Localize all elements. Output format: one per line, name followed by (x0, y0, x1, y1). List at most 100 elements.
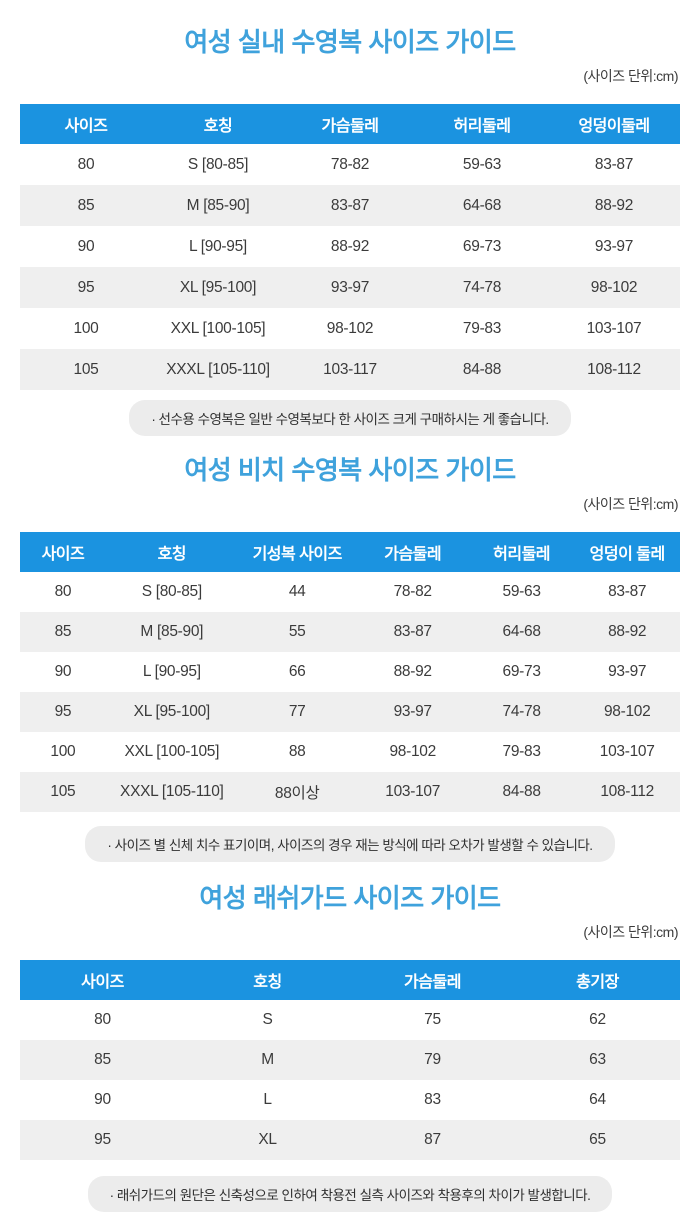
header-cell: 허리둘레 (493, 546, 551, 563)
header-cell: 사이즈 (64, 118, 108, 135)
table-cell: S [80-85] (187, 155, 249, 173)
header-cell: 허리둘레 (453, 118, 511, 135)
table-cell: 79 (424, 1051, 441, 1068)
header-cell: 엉덩이 둘레 (589, 546, 666, 563)
table-cell: 66 (288, 663, 306, 680)
header-cell: 호칭 (157, 546, 187, 563)
header-cell: 가슴둘레 (384, 546, 442, 563)
size-unit-label: (사이즈 단위:cm) (583, 68, 678, 84)
note-pill: · 래쉬가드의 원단은 신축성으로 인하여 착용전 실측 사이즈와 착용후의 차… (87, 1176, 613, 1212)
table-row: 90 L [90-95] 88-92 69-73 93-97 (20, 226, 680, 267)
table-cell: 59-63 (462, 155, 502, 173)
table-cell: 90 (77, 237, 95, 255)
table-cell: 88-92 (608, 623, 647, 640)
note-pill: · 선수용 수영복은 일반 수영복보다 한 사이즈 크게 구매하시는 게 좋습니… (129, 400, 571, 436)
header-cell: 기성복 사이즈 (252, 546, 343, 563)
table-cell: 98-102 (326, 319, 374, 337)
table-cell: 63 (589, 1051, 606, 1068)
table-cell: 64-68 (462, 196, 502, 214)
table-cell: 79-83 (502, 743, 541, 760)
table-cell: 103-107 (385, 783, 441, 800)
table-cell: 108-112 (587, 360, 641, 378)
table-cell: 88-92 (594, 196, 634, 214)
table-cell: 83-87 (393, 623, 432, 640)
table-row: 95 XL [95-100] 93-97 74-78 98-102 (20, 267, 680, 308)
section-beach-swimsuit: 여성 비치 수영복 사이즈 가이드 (사이즈 단위:cm) 사이즈 호칭 기성복 사… (0, 454, 700, 862)
table-cell: 90 (94, 1091, 111, 1108)
table-cell: 83-87 (330, 196, 370, 214)
table-row: 80 S [80-85] 44 78-82 59-63 83-87 (20, 572, 680, 612)
table-cell: 85 (77, 196, 95, 214)
table-cell: 95 (77, 278, 95, 296)
table-cell: 98-102 (590, 278, 638, 296)
table-cell: 84-88 (462, 360, 502, 378)
table-header-row: 사이즈 호칭 기성복 사이즈 가슴둘레 허리둘레 엉덩이 둘레 (20, 532, 680, 572)
table-cell: 44 (288, 583, 306, 600)
header-cell: 가슴둘레 (404, 974, 461, 991)
table-cell: 75 (424, 1011, 441, 1028)
table-cell: 64-68 (502, 623, 541, 640)
table-cell: 74-78 (502, 703, 541, 720)
table-cell: XXXL [105-110] (166, 360, 270, 378)
size-unit-label: (사이즈 단위:cm) (583, 496, 678, 512)
table-cell: M [85-90] (140, 623, 204, 640)
table-cell: 103-107 (586, 319, 642, 337)
table-cell: 59-63 (502, 583, 541, 600)
table-header-row: 사이즈 호칭 가슴둘레 허리둘레 엉덩이둘레 (20, 104, 680, 144)
header-cell: 사이즈 (81, 974, 124, 991)
section-rashguard: 여성 래쉬가드 사이즈 가이드 (사이즈 단위:cm) 사이즈 호칭 가슴둘레 총기장… (0, 882, 700, 1212)
table-cell: 77 (288, 703, 306, 720)
section-title: 여성 실내 수영복 사이즈 가이드 (184, 27, 516, 57)
table-cell: 80 (77, 155, 95, 173)
note-row: · 래쉬가드의 원단은 신축성으로 인하여 착용전 실측 사이즈와 착용후의 차… (0, 1176, 700, 1212)
table-cell: XL [95-100] (133, 703, 211, 720)
table-cell: 93-97 (594, 237, 634, 255)
table-cell: 69-73 (462, 237, 502, 255)
table-cell: 62 (589, 1011, 606, 1028)
indoor-swimsuit-size-table: 사이즈 호칭 가슴둘레 허리둘레 엉덩이둘레 80 S [80-85] 78-82 59-63 8… (20, 104, 680, 390)
table-cell: 69-73 (502, 663, 541, 680)
table-cell: M (261, 1051, 274, 1068)
section-title: 여성 비치 수영복 사이즈 가이드 (184, 455, 516, 485)
table-cell: 88-92 (330, 237, 370, 255)
table-cell: XXL [100-105] (170, 319, 266, 337)
table-row: 85 M [85-90] 83-87 64-68 88-92 (20, 185, 680, 226)
table-cell: 78-82 (330, 155, 370, 173)
rashguard-size-table: 사이즈 호칭 가슴둘레 총기장 80 S 75 62 85 M 79 63 90 L 83 64 95 XL 87 6… (20, 960, 680, 1160)
table-cell: XXL [100-105] (124, 743, 220, 760)
table-cell: 100 (50, 743, 76, 760)
header-cell: 가슴둘레 (321, 118, 379, 135)
table-cell: L (263, 1091, 272, 1108)
table-cell: 108-112 (600, 783, 654, 800)
table-cell: 83-87 (594, 155, 634, 173)
table-cell: 93-97 (393, 703, 432, 720)
header-cell: 총기장 (576, 974, 619, 991)
table-cell: 95 (54, 703, 72, 720)
header-cell: 호칭 (253, 974, 282, 991)
table-row: 105 XXXL [105-110] 88이상 103-107 84-88 108-112 (20, 772, 680, 812)
table-row: 100 XXL [100-105] 98-102 79-83 103-107 (20, 308, 680, 349)
table-row: 95 XL 87 65 (20, 1120, 680, 1160)
table-cell: 105 (73, 360, 99, 378)
table-cell: 74-78 (462, 278, 502, 296)
table-cell: 90 (54, 663, 72, 680)
section-title: 여성 래쉬가드 사이즈 가이드 (199, 883, 501, 913)
table-cell: S [80-85] (141, 583, 203, 600)
table-cell: 78-82 (393, 583, 432, 600)
table-cell: 88이상 (274, 785, 320, 802)
size-unit-label: (사이즈 단위:cm) (583, 924, 678, 940)
table-row: 85 M 79 63 (20, 1040, 680, 1080)
table-row: 90 L 83 64 (20, 1080, 680, 1120)
table-cell: 80 (94, 1011, 111, 1028)
table-row: 80 S 75 62 (20, 1000, 680, 1040)
table-cell: L [90-95] (189, 237, 247, 255)
table-cell: 84-88 (502, 783, 541, 800)
table-cell: 98-102 (603, 703, 651, 720)
table-header-row: 사이즈 호칭 가슴둘레 총기장 (20, 960, 680, 1000)
table-cell: 55 (288, 623, 306, 640)
table-row: 85 M [85-90] 55 83-87 64-68 88-92 (20, 612, 680, 652)
table-cell: 65 (589, 1131, 606, 1148)
header-cell: 호칭 (203, 118, 233, 135)
table-cell: 103-117 (323, 360, 377, 378)
